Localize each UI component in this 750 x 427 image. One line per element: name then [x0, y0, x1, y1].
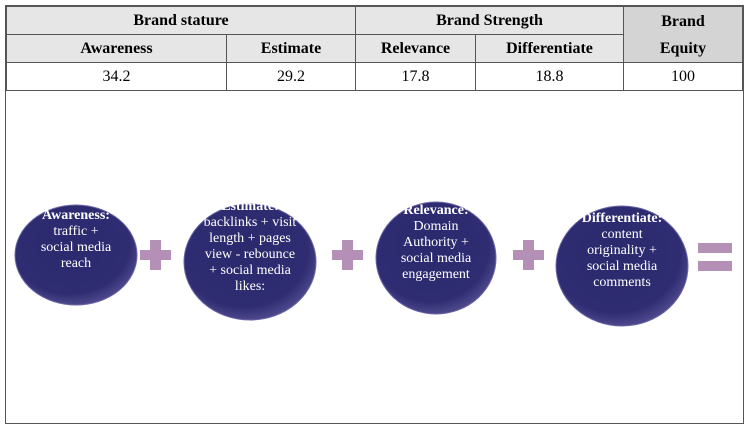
circle-text: Authority + — [403, 235, 469, 250]
circle-text: likes: — [235, 279, 265, 294]
circle-text: reach — [61, 256, 91, 271]
header: Differentiate — [475, 34, 624, 63]
plus — [523, 240, 534, 270]
circle-title: Differentiate: — [582, 211, 663, 226]
circle-text: social media — [401, 251, 472, 266]
circle-text: + social media — [209, 263, 292, 278]
value: 17.8 — [355, 62, 476, 91]
plus — [150, 240, 161, 270]
circle — [14, 204, 138, 306]
circle-text: view - rebounce — [205, 247, 295, 262]
header: Relevance — [355, 34, 476, 63]
equals — [698, 243, 732, 253]
circle — [555, 205, 689, 327]
group-header: Brand Equity — [623, 6, 743, 63]
circle-title: Relevance: — [403, 203, 468, 218]
frame — [5, 5, 744, 424]
equals — [698, 261, 732, 271]
header: Awareness — [6, 34, 227, 63]
value: 18.8 — [475, 62, 624, 91]
operators — [140, 240, 732, 271]
circle-text: engagement — [402, 267, 470, 282]
circle-text: comments — [593, 275, 651, 290]
circle-text: social media — [41, 240, 112, 255]
value: 100 — [623, 62, 743, 91]
circle-text: backlinks + visit — [204, 215, 297, 230]
value: 34.2 — [6, 62, 227, 91]
circle-text: social media — [587, 259, 658, 274]
circle — [183, 203, 317, 321]
value: 29.2 — [226, 62, 356, 91]
circle-text: originality + — [587, 243, 657, 258]
circle-text: Domain — [413, 219, 458, 234]
circle-text: traffic + — [53, 224, 98, 239]
brand-table: Brand stature Brand Strength Brand Equit… — [6, 6, 743, 91]
circle — [375, 201, 497, 315]
group-header: Brand Strength — [355, 6, 624, 35]
circle-title: Estimate: — [221, 199, 279, 214]
circle-text: length + pages — [209, 231, 291, 246]
circle-title: Awareness: — [42, 208, 110, 223]
equity-label: Brand Equity — [659, 12, 707, 57]
header: Estimate — [226, 34, 356, 63]
plus — [342, 240, 353, 270]
circle-text: content — [601, 227, 642, 242]
